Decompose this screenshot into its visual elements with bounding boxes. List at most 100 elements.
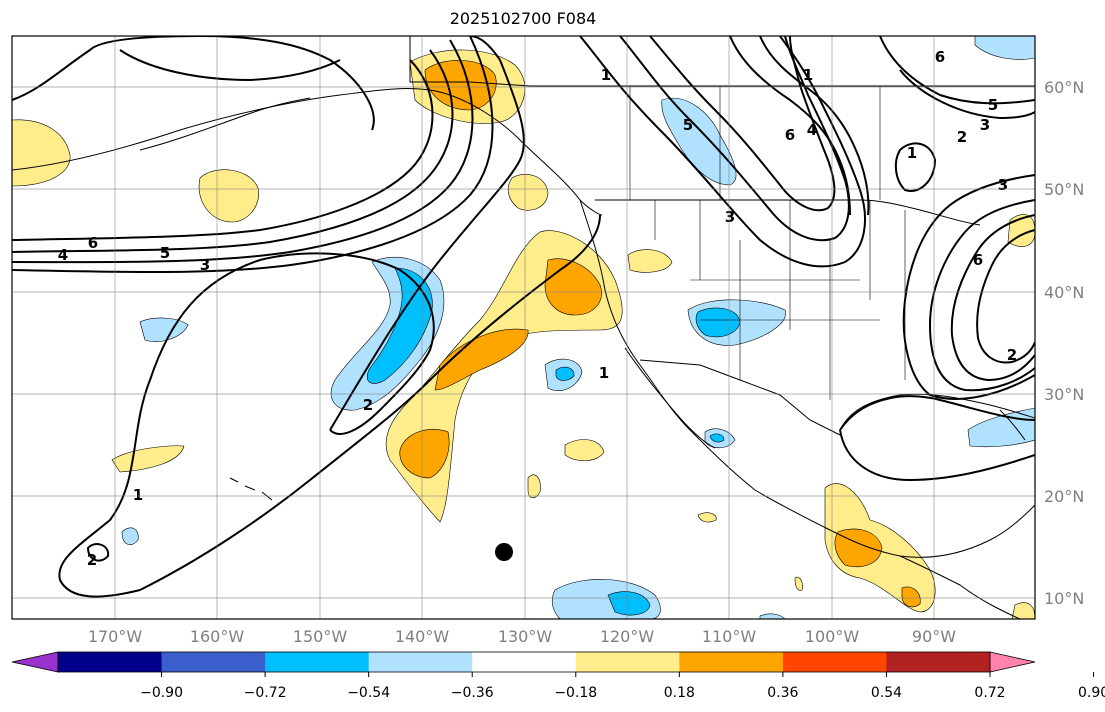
contour-label: 1 bbox=[907, 144, 917, 162]
shade-positive-strong bbox=[399, 429, 450, 479]
colorbar-cell bbox=[679, 652, 784, 672]
colorbar-tick-label: 0.90 bbox=[1078, 685, 1105, 701]
contour-label: 1 bbox=[803, 66, 813, 84]
colorbar-tick-label: 0.18 bbox=[664, 685, 695, 701]
lat-label: 40°N bbox=[1044, 283, 1084, 302]
longitude-labels: 170°W 160°W 150°W 140°W 130°W 120°W 110°… bbox=[88, 627, 956, 646]
shade-positive bbox=[627, 249, 673, 273]
colorbar: −0.90 −0.72 −0.54 −0.36 −0.18 0.18 0.36 0.54 0.7… bbox=[11, 651, 1105, 701]
contour-line bbox=[86, 543, 110, 562]
contour-label: 5 bbox=[160, 244, 170, 262]
contour-line bbox=[579, 36, 866, 268]
shade-positive bbox=[794, 576, 803, 591]
colorbar-frame bbox=[57, 651, 991, 673]
lon-label: 110°W bbox=[702, 627, 757, 646]
lat-label: 20°N bbox=[1044, 487, 1084, 506]
contour-line bbox=[12, 39, 474, 264]
contour-line bbox=[879, 36, 1035, 105]
shade-negative-strong bbox=[709, 433, 725, 443]
contour-line bbox=[839, 395, 1035, 431]
border-us-mexico bbox=[639, 359, 841, 436]
lat-label: 10°N bbox=[1044, 589, 1084, 608]
contour-line bbox=[12, 36, 494, 274]
contour-label: 1 bbox=[133, 486, 143, 504]
contour-line bbox=[329, 36, 525, 431]
coastline-baja bbox=[624, 347, 716, 449]
colorbar-extend-right bbox=[989, 651, 1036, 673]
map-title: 2025102700 F084 bbox=[449, 9, 597, 28]
contour-line bbox=[12, 59, 434, 241]
shade-negative bbox=[759, 613, 786, 619]
lon-label: 130°W bbox=[498, 627, 553, 646]
shade-positive bbox=[12, 119, 71, 187]
coastline-gulf bbox=[839, 393, 1035, 431]
contour-label: 6 bbox=[88, 234, 98, 252]
contour-label: 4 bbox=[807, 121, 817, 139]
contour-label: 2 bbox=[363, 396, 373, 414]
coastline-central-america bbox=[899, 555, 1021, 619]
map-border bbox=[11, 35, 1036, 620]
contour-line bbox=[649, 36, 836, 212]
colorbar-tick-label: 0.54 bbox=[871, 685, 902, 701]
latitude-labels: 60°N 50°N 40°N 30°N 20°N 10°N bbox=[1044, 78, 1084, 608]
lon-label: 170°W bbox=[88, 627, 143, 646]
contour-line bbox=[89, 36, 375, 131]
contour-layer bbox=[12, 36, 1035, 598]
lon-label: 100°W bbox=[805, 627, 860, 646]
shade-positive bbox=[1011, 602, 1035, 619]
coastline-northwest bbox=[409, 36, 1035, 87]
colorbar-cell bbox=[472, 652, 577, 672]
contour-label: 3 bbox=[725, 208, 735, 226]
lon-label: 160°W bbox=[190, 627, 245, 646]
contour-line bbox=[928, 199, 1035, 392]
colorbar-extend-left bbox=[11, 651, 59, 673]
contour-line bbox=[839, 429, 1035, 482]
contour-line bbox=[899, 69, 1035, 120]
contour-line bbox=[619, 36, 850, 242]
lon-label: 120°W bbox=[600, 627, 655, 646]
contour-line bbox=[12, 49, 91, 101]
colorbar-cell bbox=[161, 652, 266, 672]
contour-label: 1 bbox=[601, 66, 611, 84]
shade-negative-strong bbox=[366, 267, 433, 384]
coastline-layer bbox=[12, 36, 1035, 619]
colorbar-cell bbox=[368, 652, 473, 672]
contour-line bbox=[894, 142, 937, 192]
shade-negative bbox=[967, 407, 1035, 448]
contour-line bbox=[729, 36, 851, 216]
lat-label: 50°N bbox=[1044, 180, 1084, 199]
lat-label: 30°N bbox=[1044, 385, 1084, 404]
gridlines bbox=[12, 36, 1035, 619]
contour-label: 1 bbox=[599, 364, 609, 382]
colorbar-tick-label: −0.72 bbox=[244, 685, 287, 701]
colorbar-cell bbox=[575, 652, 680, 672]
shade-positive bbox=[697, 512, 717, 523]
lon-label: 90°W bbox=[912, 627, 956, 646]
contour-label: 2 bbox=[957, 128, 967, 146]
shade-negative-strong bbox=[607, 591, 651, 616]
colorbar-cell bbox=[265, 652, 370, 672]
contour-label-layer: 1 2 3 4 5 6 1 2 3 4 5 6 1 2 3 5 6 1 2 3 … bbox=[58, 48, 1017, 569]
shade-positive bbox=[564, 439, 605, 461]
shade-negative-strong bbox=[555, 366, 575, 381]
colorbar-cell bbox=[886, 652, 991, 672]
contour-label: 3 bbox=[200, 256, 210, 274]
contour-line bbox=[950, 214, 1035, 382]
contour-label: 2 bbox=[87, 551, 97, 569]
contour-label: 5 bbox=[988, 96, 998, 114]
colorbar-cell bbox=[782, 652, 887, 672]
contour-label: 6 bbox=[785, 126, 795, 144]
contour-label: 3 bbox=[980, 116, 990, 134]
colorbar-tick-label: −0.18 bbox=[554, 685, 597, 701]
contour-line bbox=[259, 252, 435, 435]
location-marker bbox=[495, 543, 513, 561]
contour-label: 6 bbox=[935, 48, 945, 66]
colorbar-cell bbox=[58, 652, 163, 672]
colorbar-tick-label: −0.36 bbox=[451, 685, 494, 701]
coastline-alaska-peninsula bbox=[139, 97, 311, 151]
coastline-alaska bbox=[12, 88, 603, 216]
shade-positive bbox=[507, 174, 549, 211]
colorbar-tick-label: 0.72 bbox=[974, 685, 1005, 701]
contour-line bbox=[759, 36, 870, 216]
shade-negative bbox=[121, 527, 139, 545]
